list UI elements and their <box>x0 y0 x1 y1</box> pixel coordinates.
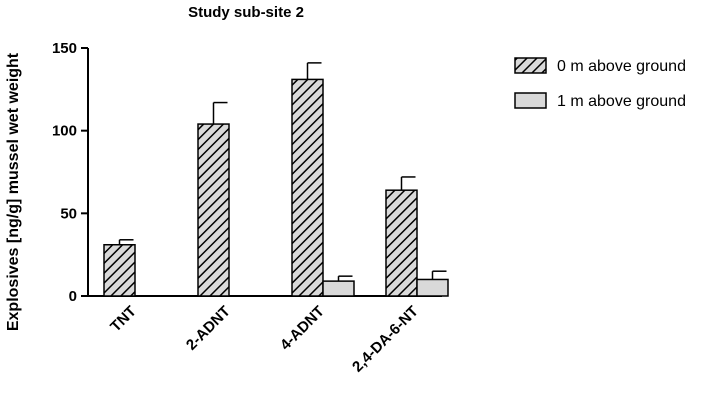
axes <box>87 48 442 297</box>
bar <box>385 189 418 297</box>
x-tick-label: TNT <box>107 303 140 336</box>
y-tick-label: 100 <box>52 123 77 140</box>
legend-label: 1 m above ground <box>557 93 686 110</box>
bar <box>103 243 136 297</box>
legend-label: 0 m above ground <box>557 58 686 75</box>
y-tick-label: 150 <box>52 40 77 57</box>
x-labels: TNT 2-ADNT 4-ADNT 2,4-DA-6-NT <box>107 303 422 376</box>
legend: 0 m above ground 1 m above ground <box>514 57 686 110</box>
bar <box>291 78 324 297</box>
bar <box>416 278 449 297</box>
bar <box>322 280 355 297</box>
bar <box>197 123 230 297</box>
y-ticks: 0 50 100 150 <box>52 40 88 305</box>
y-tick-label: 50 <box>60 205 77 222</box>
x-tick-label: 2,4-DA-6-NT <box>349 303 422 376</box>
legend-swatch <box>514 92 547 109</box>
bars <box>103 62 449 297</box>
chart-title: Study sub-site 2 <box>188 4 304 21</box>
y-tick-label: 0 <box>69 288 77 305</box>
y-axis-label: Explosives [ng/g] mussel wet weight <box>5 52 22 331</box>
x-tick-label: 4-ADNT <box>277 303 328 354</box>
legend-swatch <box>514 57 547 74</box>
x-tick-label: 2-ADNT <box>183 303 234 354</box>
